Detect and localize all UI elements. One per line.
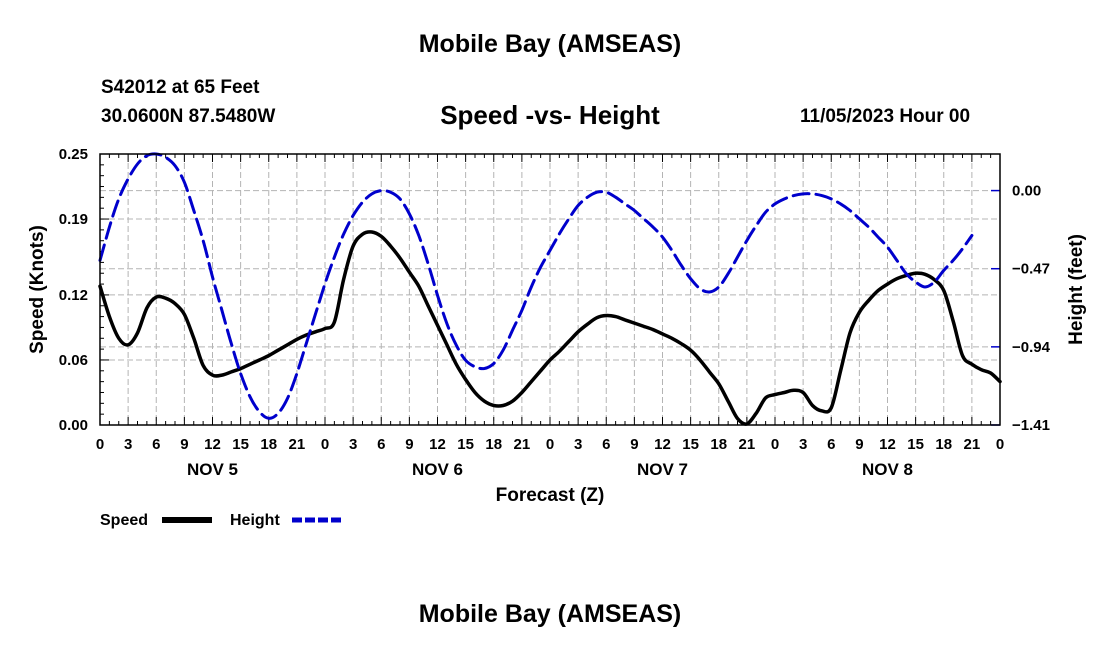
x-tick-label: 12 [204,436,221,453]
x-tick-label: 18 [485,436,502,453]
x-tick-label: 3 [349,436,357,453]
y-tick-label: 0.19 [59,211,88,228]
y-tick-label: 0.25 [59,146,88,163]
x-tick-label: 3 [124,436,132,453]
x-tick-label: 0 [96,436,104,453]
y-right-tick-label: −0.94 [1012,339,1051,356]
plot-frame [99,153,1001,426]
next-chart-title: Mobile Bay (AMSEAS) [418,600,682,628]
x-tick-label: 9 [855,436,863,453]
x-tick-label: 15 [907,436,924,453]
series-layer [98,152,1002,426]
x-tick-label: 3 [574,436,582,453]
x-tick-label: 3 [799,436,807,453]
x-tick-label: 0 [996,436,1004,453]
y-right-tick-label: 0.00 [1012,183,1041,200]
y-tick-label: 0.12 [59,287,88,304]
y-right-axis-title: Height (feet) [1066,234,1087,345]
x-tick-label: 21 [289,436,306,453]
forecast-datetime: 11/05/2023 Hour 00 [800,106,971,127]
x-tick-label: 15 [457,436,474,453]
y-right-tick-label: −0.47 [1012,261,1050,278]
speed-series-line [98,230,1002,426]
legend-label-speed: Speed [100,512,148,529]
grid-lines [100,154,1000,425]
x-axis-title: Forecast (Z) [496,485,605,506]
x-tick-label: 0 [771,436,779,453]
chart-title: Mobile Bay (AMSEAS) [418,30,682,58]
x-tick-label: 15 [232,436,249,453]
day-label: NOV 7 [637,460,688,479]
y-axis-title: Speed (Knots) [27,225,48,354]
x-tick-label: 9 [630,436,638,453]
legend: Speed Height [100,512,342,529]
x-tick-label: 6 [602,436,610,453]
tick-labels: 0 3 6 9 12 15 18 21 0 3 6 9 12 15 18 21 0 3 6 9 12 15 18 21 0 3 6 9… [59,146,1051,479]
x-tick-label: 0 [321,436,329,453]
y-right-tick-label: −1.41 [1012,417,1050,434]
legend-label-height: Height [230,512,280,529]
x-tick-label: 9 [405,436,413,453]
x-tick-label: 21 [964,436,981,453]
day-label: NOV 5 [187,460,238,479]
y-tick-label: 0.06 [59,352,88,369]
height-series-line [98,152,974,420]
x-tick-label: 12 [429,436,446,453]
coordinates-label: 30.0600N 87.5480W [101,106,276,127]
x-tick-label: 21 [739,436,756,453]
x-tick-label: 21 [514,436,531,453]
chart-subtitle: Speed -vs- Height [440,100,660,130]
x-tick-label: 6 [827,436,835,453]
x-tick-label: 15 [682,436,699,453]
y-tick-label: 0.00 [59,417,88,434]
day-label: NOV 8 [862,460,913,479]
x-tick-label: 12 [654,436,671,453]
station-label: S42012 at 65 Feet [101,77,260,98]
day-label: NOV 6 [412,460,463,479]
x-tick-label: 6 [377,436,385,453]
x-tick-label: 18 [710,436,727,453]
x-tick-label: 18 [935,436,952,453]
x-tick-label: 9 [180,436,188,453]
x-tick-label: 18 [260,436,277,453]
x-tick-label: 0 [546,436,554,453]
x-tick-label: 6 [152,436,160,453]
x-tick-label: 12 [879,436,896,453]
